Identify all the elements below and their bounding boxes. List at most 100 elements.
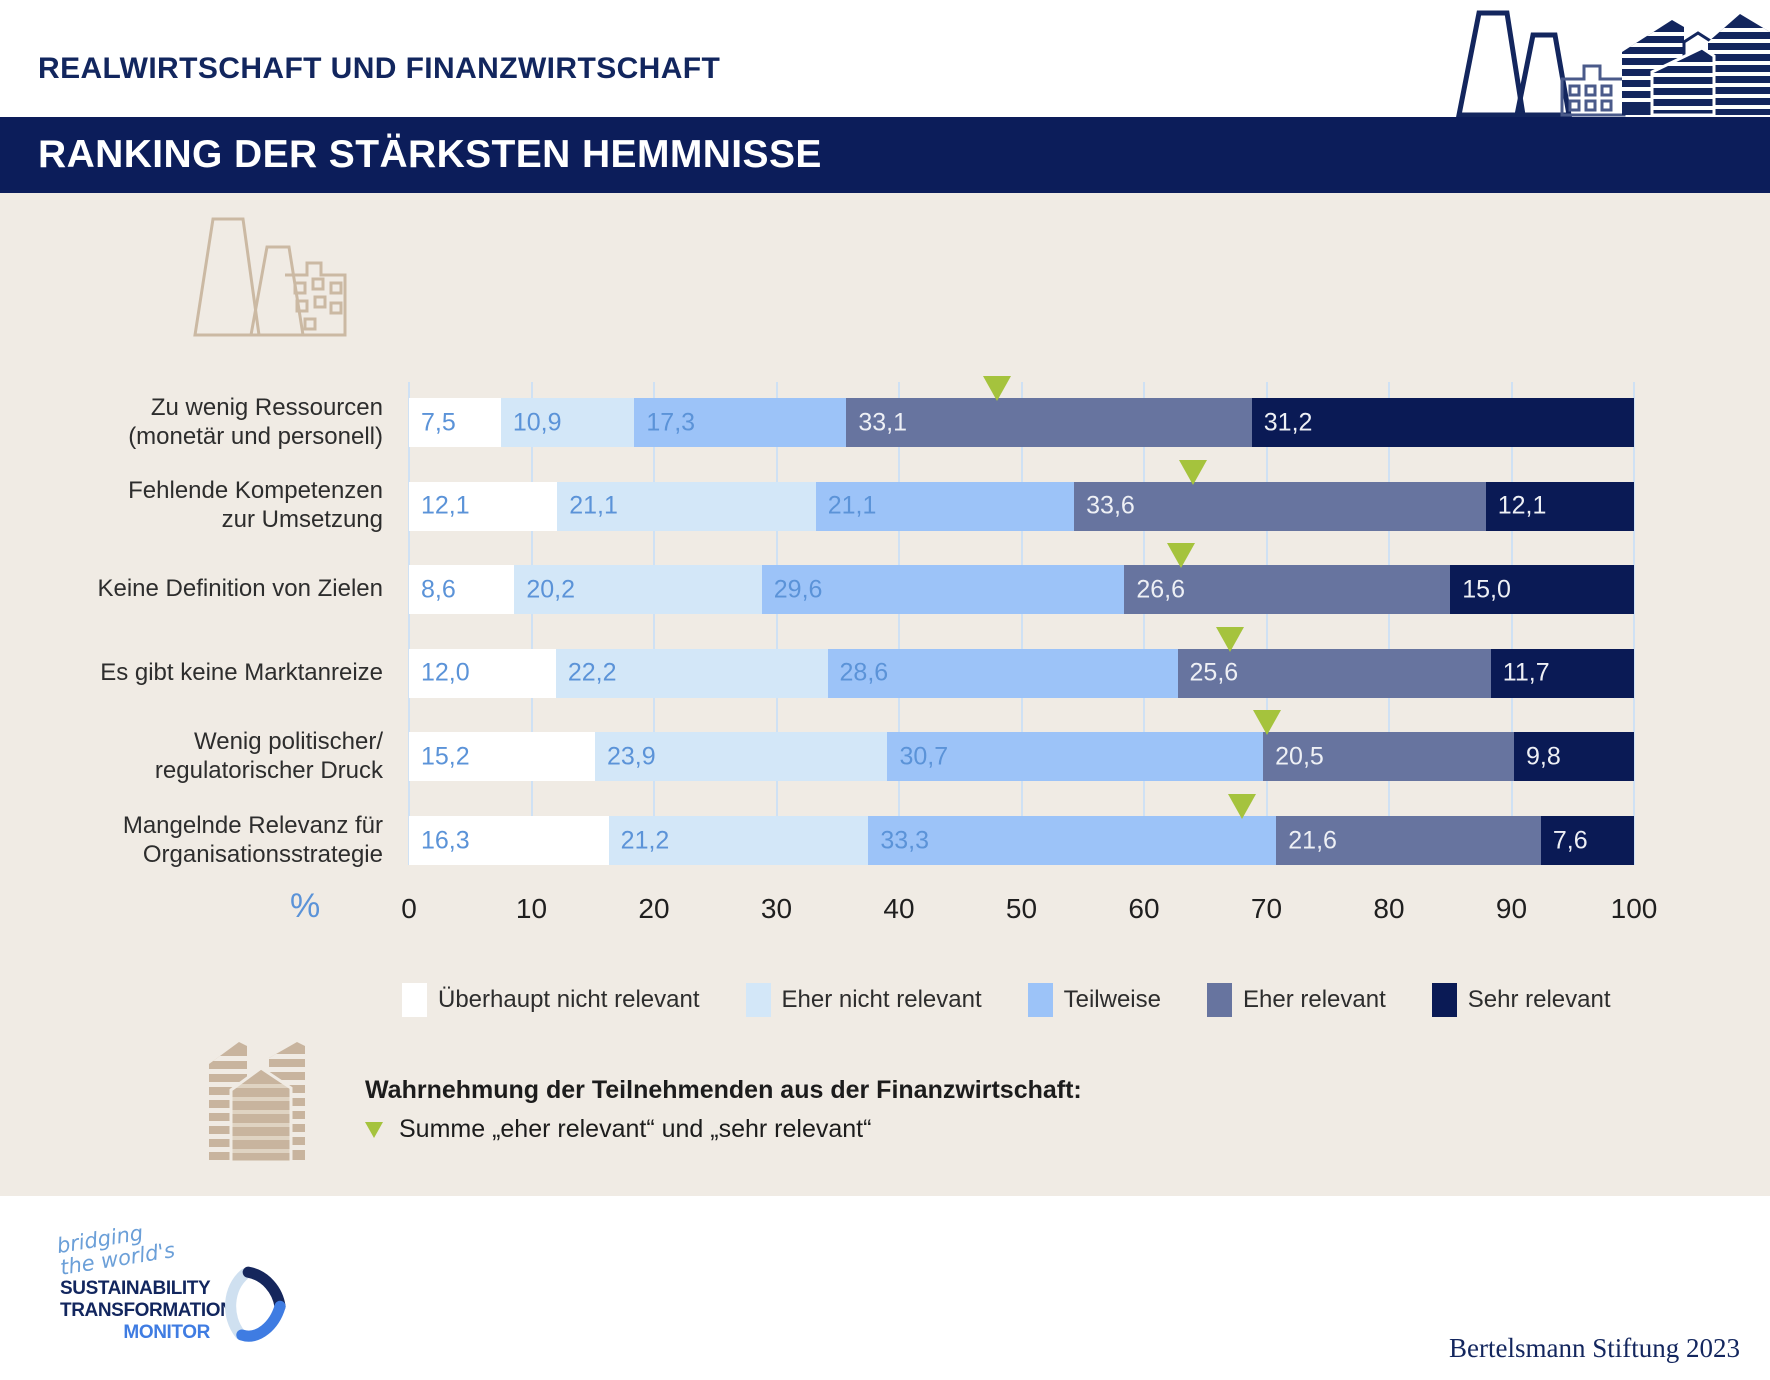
footnote-title: Wahrnehmung der Teilnehmenden aus der Fi… [365, 1076, 1082, 1104]
bar-segment: 7,5 [409, 398, 501, 447]
stacked-bar: 15,2 23,9 30,7 20,5 9,8 [409, 732, 1634, 782]
legend-label: Eher relevant [1242, 986, 1386, 1013]
segment-value-label: 20,2 [526, 575, 576, 604]
legend-swatch-icon [402, 983, 427, 1017]
footnote-line-text: Summe „eher relevant“ und „sehr relevant… [399, 1115, 872, 1143]
page-title: RANKING DER STÄRKSTEN HEMMNISSE [38, 133, 822, 176]
bar-segment: 15,0 [1450, 565, 1634, 615]
bar-segment: 31,2 [1251, 398, 1634, 447]
segment-value-label: 21,1 [827, 491, 877, 520]
x-tick-label: 20 [638, 893, 670, 924]
gridline [530, 382, 533, 865]
bar-row: 12,0 22,2 28,6 25,6 11,7 [409, 626, 1634, 698]
gridline [1633, 382, 1635, 865]
segment-value-label: 33,1 [858, 408, 907, 436]
segment-value-label: 33,3 [880, 826, 930, 854]
gridline [1020, 382, 1023, 865]
bar-segment: 17,3 [634, 398, 847, 447]
bar-row: 12,1 21,1 21,1 33,6 12,1 [409, 459, 1634, 531]
stacked-bar: 8,6 20,2 29,6 26,6 15,0 [409, 565, 1634, 615]
stacked-bar: 16,3 21,2 33,3 21,6 7,6 [409, 816, 1634, 865]
finance-marker-icon [983, 376, 1011, 401]
finance-marker-icon [1228, 794, 1256, 819]
bar-segment: 33,6 [1074, 481, 1486, 531]
bar-row: 7,5 10,9 17,3 33,1 31,2 [409, 376, 1634, 447]
row-label-line: Wenig politischer/ [194, 728, 383, 756]
segment-value-label: 28,6 [839, 658, 889, 687]
bar-segment: 9,8 [1514, 732, 1634, 782]
title-band: RANKING DER STÄRKSTEN HEMMNISSE [0, 117, 1770, 193]
row-label: Mangelnde Relevanz für Organisationsstrat… [0, 812, 383, 868]
legend-label: Überhaupt nicht relevant [438, 986, 700, 1013]
bar-segment: 11,7 [1490, 648, 1634, 698]
x-tick-label: 100 [1610, 893, 1658, 924]
row-label: Wenig politischer/regulatorischer Druck [0, 728, 383, 784]
row-label: Zu wenig Ressourcen (monetär und personel… [0, 394, 383, 450]
x-tick-label: 90 [1495, 893, 1528, 924]
segment-value-label: 12,1 [421, 491, 470, 520]
credit-text: Bertelsmann Stiftung 2023 [1449, 1333, 1740, 1363]
logo-swoosh-icon [225, 1266, 286, 1342]
bar-row: 15,2 23,9 30,7 20,5 9,8 [409, 710, 1634, 782]
stacked-bar: 7,5 10,9 17,3 33,1 31,2 [409, 398, 1634, 447]
segment-value-label: 8,6 [421, 575, 456, 604]
gridline [775, 382, 778, 865]
x-tick-label: 60 [1128, 893, 1160, 924]
stacked-bar: 12,1 21,1 21,1 33,6 12,1 [409, 481, 1634, 531]
segment-value-label: 12,0 [421, 658, 470, 687]
legend-swatch-icon [1431, 983, 1457, 1017]
footnote-line: Summe „eher relevant“ und „sehr relevant… [365, 1115, 1265, 1144]
gridline [1143, 382, 1145, 865]
gridline [408, 382, 410, 865]
percent-symbol: % [290, 887, 321, 925]
buildings-icon [209, 1042, 305, 1162]
bar-segment: 33,3 [868, 816, 1277, 865]
bar-segment: 12,0 [409, 648, 556, 698]
row-label-line: (monetär und personell) [128, 422, 383, 450]
segment-value-label: 15,2 [421, 742, 470, 771]
legend-item: Sehr relevant [1431, 983, 1610, 1017]
legend: Überhaupt nicht relevant Eher nicht relev… [402, 983, 1610, 1017]
segment-value-label: 7,6 [1552, 826, 1588, 854]
bar-segment: 15,2 [409, 732, 595, 782]
finance-marker-icon [1215, 626, 1244, 652]
bar-segment: 20,5 [1263, 732, 1515, 782]
segment-value-label: 11,7 [1502, 658, 1550, 687]
segment-value-label: 20,5 [1275, 742, 1324, 771]
x-tick-label: 70 [1250, 893, 1283, 924]
factory-watermark-icon [193, 217, 347, 337]
legend-swatch-icon [1206, 983, 1232, 1017]
legend-item: Überhaupt nicht relevant [402, 983, 700, 1017]
x-tick-label: 50 [1005, 893, 1038, 924]
segment-value-label: 7,5 [421, 408, 456, 436]
segment-value-label: 21,1 [569, 491, 618, 520]
chart-region: Zu wenig Ressourcen (monetär und personel… [0, 193, 1770, 1196]
bar-segment: 29,6 [761, 565, 1125, 615]
gridline [898, 382, 900, 865]
footer-band: bridging the world's SUSTAINABILITY TRAN… [0, 1196, 1770, 1380]
legend-label: Eher nicht relevant [781, 986, 982, 1013]
x-tick-label: 30 [760, 893, 793, 924]
header-kicker: REALWIRTSCHAFT UND FINANZWIRTSCHAFT [38, 52, 721, 85]
bar-segment: 21,6 [1276, 816, 1541, 865]
row-label-line: Organisationsstrategie [142, 840, 383, 868]
row-label-line: Zu wenig Ressourcen [150, 393, 383, 421]
logo-line-2: TRANSFORMATION [60, 1300, 234, 1322]
bar-segment: 21,1 [557, 481, 816, 531]
bar-segment: 23,9 [595, 732, 888, 782]
marker-legend-triangle-icon [365, 1121, 383, 1138]
bar-segment: 21,1 [815, 481, 1075, 531]
segment-value-label: 30,7 [899, 742, 949, 771]
segment-value-label: 26,6 [1136, 575, 1186, 604]
stm-logo-text: SUSTAINABILITY TRANSFORMATION MONITOR [60, 1278, 234, 1345]
plot: 7,5 10,9 17,3 33,1 31,2 12,1 21,1 21,1 33,6 12,1 8… [408, 376, 1635, 865]
logo-line-1: SUSTAINABILITY [60, 1278, 211, 1299]
segment-value-label: 10,9 [512, 408, 562, 436]
segment-value-label: 17,3 [646, 408, 696, 436]
bar-segment: 20,2 [514, 565, 762, 615]
gridline [1510, 382, 1513, 865]
bar-segment: 28,6 [827, 648, 1178, 698]
segment-value-label: 21,2 [620, 826, 670, 854]
x-axis: 0 10 20 30 40 50 60 70 80 90 100 [401, 893, 1657, 933]
